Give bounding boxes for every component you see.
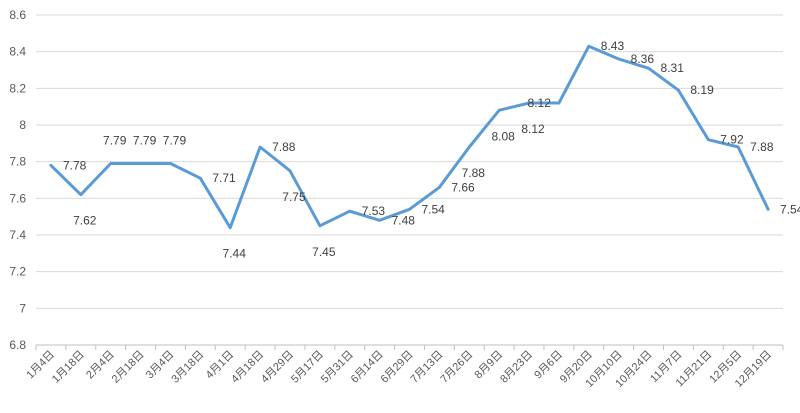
x-tick-label: 1月18日 bbox=[50, 349, 87, 386]
data-label: 7.48 bbox=[392, 213, 416, 227]
y-tick-label: 7.6 bbox=[9, 191, 26, 205]
data-label: 7.78 bbox=[63, 158, 87, 172]
data-label: 7.54 bbox=[422, 202, 446, 216]
series-line-group bbox=[49, 44, 770, 230]
y-tick-label: 7.8 bbox=[9, 155, 26, 169]
data-label: 7.88 bbox=[272, 140, 296, 154]
gridlines bbox=[36, 14, 783, 346]
x-tick-label: 8月23日 bbox=[498, 349, 535, 386]
x-axis-ticks: 1月4日1月18日2月4日2月18日3月4日3月18日4月1日4月18日4月29… bbox=[24, 345, 784, 390]
data-label: 8.43 bbox=[601, 39, 625, 53]
x-tick-label: 3月18日 bbox=[169, 349, 206, 386]
data-label: 8.12 bbox=[528, 96, 552, 110]
data-label: 7.45 bbox=[312, 245, 336, 259]
y-axis-ticks: 6.8 7 7.2 7.4 7.6 7.8 8 8.2 8.4 8.6 bbox=[9, 8, 26, 352]
data-label: 7.62 bbox=[73, 214, 97, 228]
data-label: 8.31 bbox=[661, 61, 685, 75]
data-label: 7.53 bbox=[362, 204, 386, 218]
data-labels: 7.78 7.62 7.79 7.79 7.79 7.71 7.44 7.88 7.75 7.45… bbox=[63, 39, 800, 260]
y-tick-label: 7 bbox=[19, 301, 26, 315]
y-tick-label: 8 bbox=[19, 118, 26, 132]
data-label: 7.54 bbox=[780, 202, 800, 216]
x-tick-label: 2月18日 bbox=[110, 349, 147, 386]
data-label: 8.12 bbox=[521, 122, 545, 136]
data-label: 7.66 bbox=[451, 180, 475, 194]
y-tick-label: 6.8 bbox=[9, 338, 26, 352]
series-line bbox=[49, 44, 770, 230]
y-tick-label: 8.6 bbox=[9, 8, 26, 22]
data-label: 7.79 bbox=[103, 134, 127, 148]
data-label: 7.79 bbox=[133, 134, 157, 148]
data-label: 7.92 bbox=[720, 133, 744, 147]
y-tick-label: 8.4 bbox=[9, 45, 26, 59]
x-tick-label: 7月26日 bbox=[438, 349, 475, 386]
data-label: 7.44 bbox=[223, 247, 247, 261]
y-tick-label: 7.4 bbox=[9, 228, 26, 242]
data-label: 7.75 bbox=[282, 190, 306, 204]
y-tick-label: 8.2 bbox=[9, 81, 26, 95]
data-label: 7.79 bbox=[163, 134, 187, 148]
data-label: 7.71 bbox=[212, 171, 236, 185]
y-tick-label: 7.2 bbox=[9, 265, 26, 279]
data-label: 8.19 bbox=[690, 83, 714, 97]
data-label: 8.36 bbox=[631, 52, 655, 66]
data-label: 7.88 bbox=[462, 166, 486, 180]
data-label: 8.08 bbox=[491, 129, 515, 143]
data-label: 7.88 bbox=[750, 140, 774, 154]
